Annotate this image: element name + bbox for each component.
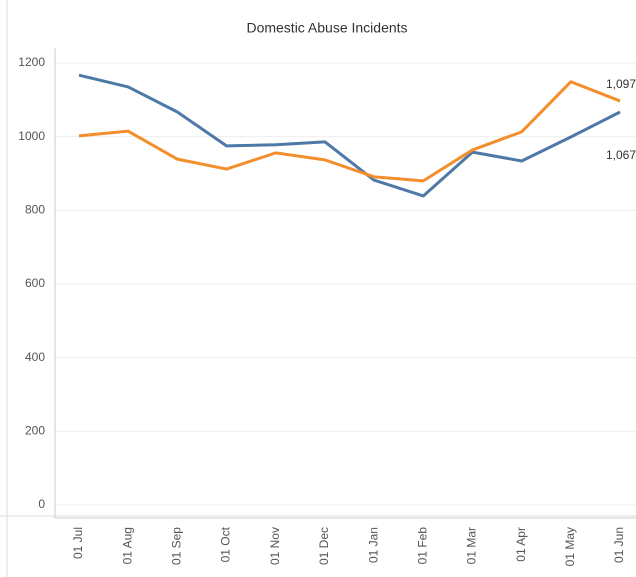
x-tick-label: 01 Apr — [514, 527, 528, 562]
x-tick-label: 01 Mar — [465, 527, 479, 564]
chart-title: Domestic Abuse Incidents — [246, 20, 407, 36]
y-tick-label: 600 — [25, 276, 45, 290]
x-tick-label: 01 Sep — [170, 527, 184, 565]
x-tick-label: 01 Jul — [71, 527, 85, 559]
y-tick-label: 400 — [25, 350, 45, 364]
x-tick-label: 01 Oct — [219, 526, 233, 562]
y-tick-label: 0 — [38, 497, 45, 511]
y-tick-label: 200 — [25, 424, 45, 438]
x-tick-label: 01 Nov — [268, 527, 282, 565]
value-label: 1,097 — [606, 77, 636, 91]
x-tick-label: 01 Jan — [366, 527, 380, 563]
x-tick-label: 01 May — [563, 527, 577, 566]
x-tick-label: 01 Jun — [612, 527, 626, 563]
y-tick-label: 1000 — [18, 129, 45, 143]
y-tick-label: 1200 — [18, 55, 45, 69]
x-tick-label: 01 Aug — [120, 527, 134, 564]
series-line — [78, 80, 621, 183]
value-label: 1,067 — [606, 148, 636, 162]
series-line — [78, 73, 621, 198]
y-tick-label: 800 — [25, 203, 45, 217]
x-tick-label: 01 Feb — [415, 527, 429, 565]
x-tick-label: 01 Dec — [317, 527, 331, 565]
